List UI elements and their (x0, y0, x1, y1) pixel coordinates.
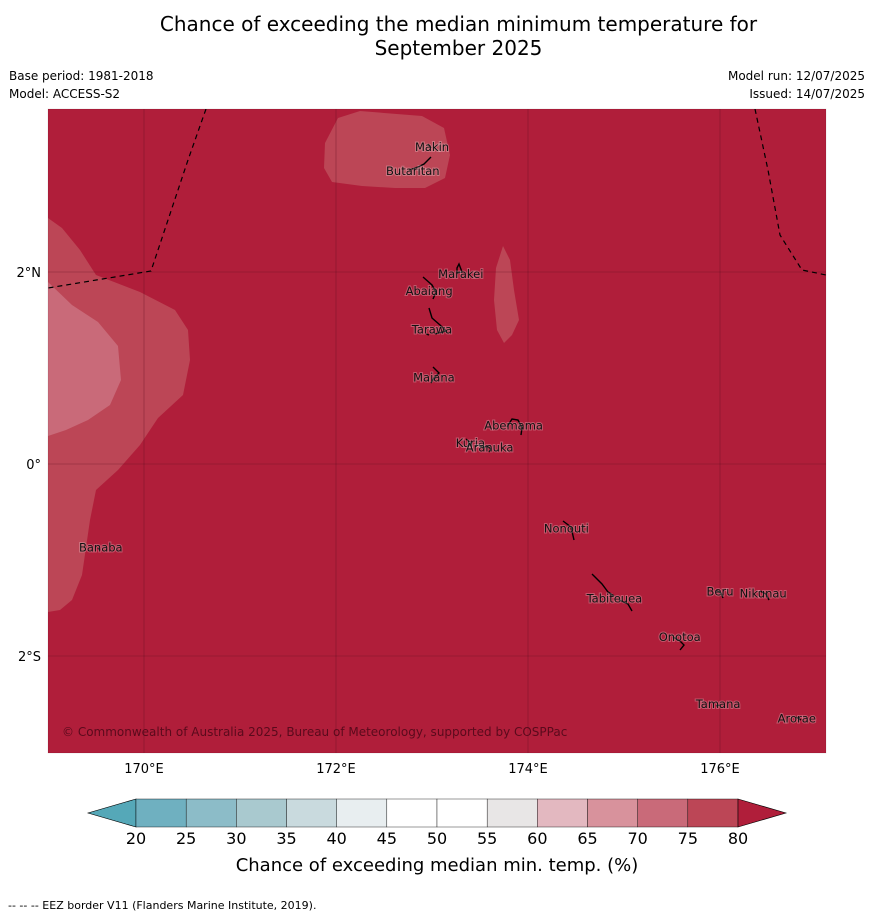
colorbar-tick-label: 60 (527, 829, 547, 848)
colorbar-segment (286, 798, 337, 828)
meta-right: Model run: 12/07/2025 Issued: 14/07/2025 (728, 67, 865, 103)
place-label-arorae: Arorae (778, 711, 816, 725)
lon-tick-label: 172°E (316, 762, 356, 777)
colorbar-tick-label: 75 (678, 829, 698, 848)
nonouti-island (562, 520, 575, 541)
colorbar-title: Chance of exceeding median min. temp. (%… (236, 855, 639, 876)
place-label-marakei: Marakei (438, 267, 483, 281)
axis-ticks: 170°E 172°E 174°E 176°E 2°N 0° 2°S (17, 266, 740, 777)
colorbar-segment (436, 798, 488, 828)
colorbar-segment (637, 798, 689, 828)
place-label-butaritan: Butaritan (386, 164, 440, 178)
colorbar-tick-label: 70 (627, 829, 647, 848)
lon-tick-label: 174°E (508, 762, 548, 777)
colorbar-under-arrow (86, 798, 137, 828)
colorbar-segment (135, 798, 187, 828)
colorbar-tick-label: 30 (226, 829, 246, 848)
place-label-makin: Makin (415, 140, 449, 154)
place-labels: Makin Butaritan Marakei Abaiang Tarawa Maiana… (78, 139, 817, 726)
colorbar-tick-label: 50 (427, 829, 447, 848)
colorbar-tick-label: 65 (577, 829, 597, 848)
region-75-80-north (324, 111, 450, 188)
model-text: Model: ACCESS-S2 (9, 87, 121, 101)
lat-tick-label: 2°N (17, 266, 42, 281)
onotoa-island (672, 636, 685, 651)
colorbar-segment (687, 798, 739, 828)
arorae-island (795, 716, 802, 721)
place-label-tamana: Tamana (695, 697, 741, 711)
tabiteuea-island (591, 573, 633, 612)
aranuka-island (481, 445, 492, 453)
islands (97, 143, 802, 721)
colorbar: 20 25 30 35 40 45 50 55 60 65 70 75 80 (86, 798, 788, 848)
region-75-80-central (494, 246, 519, 343)
model-run-text: Model run: 12/07/2025 (727, 69, 865, 83)
lat-tick-label: 2°S (18, 650, 41, 665)
colorbar-segment (537, 798, 588, 828)
tarawa-island (425, 307, 448, 336)
banaba-island (97, 547, 101, 551)
place-label-kuria: Kuria (456, 436, 485, 450)
map-background (48, 109, 826, 753)
colorbar-tick-label: 45 (377, 829, 397, 848)
chart-title: Chance of exceeding the median minimum t… (0, 12, 873, 60)
marakei-island (456, 262, 463, 274)
tamana-island (715, 704, 721, 707)
makin-island (427, 143, 432, 149)
map-frame (47, 108, 827, 754)
maiana-island (430, 366, 440, 384)
eez-border-east (754, 109, 826, 276)
copyright-text: © Commonwealth of Australia 2025, Bureau… (62, 725, 567, 739)
colorbar-segment (486, 798, 538, 828)
region-70-75-west (48, 282, 121, 436)
colorbar-over-arrow (737, 798, 788, 828)
place-label-tarawa: Tarawa (411, 323, 452, 337)
beru-island (715, 589, 724, 599)
place-label-nonouti: Nonouti (544, 521, 589, 535)
title-line-2: September 2025 (374, 36, 543, 60)
colorbar-tick-label: 35 (276, 829, 296, 848)
eez-border-west (48, 109, 207, 289)
colorbar-tick-label: 80 (728, 829, 748, 848)
place-label-abemama: Abemama (484, 419, 543, 433)
gridlines (48, 109, 826, 753)
colorbar-tick-label: 25 (176, 829, 196, 848)
colorbar-segment (587, 798, 638, 828)
place-label-onotoa: Onotoa (659, 630, 701, 644)
place-label-nikunau: Nikunau (740, 587, 787, 601)
issued-text: Issued: 14/07/2025 (749, 87, 865, 101)
place-label-tabiteuea: Tabiteuea (586, 591, 643, 605)
meta-left: Base period: 1981-2018 Model: ACCESS-S2 (9, 67, 154, 103)
colorbar-tick-label: 40 (326, 829, 346, 848)
colorbar-tick-label: 55 (477, 829, 497, 848)
kuria-island (465, 438, 472, 447)
nikunau-island (759, 590, 770, 601)
lon-tick-label: 176°E (700, 762, 740, 777)
place-label-abaiang: Abaiang (406, 284, 453, 298)
place-label-beru: Beru (707, 585, 734, 599)
abemama-island (506, 418, 523, 436)
colorbar-tick-label: 20 (126, 829, 146, 848)
place-label-aranuka: Aranuka (466, 441, 514, 455)
place-label-maiana: Maiana (413, 371, 455, 385)
abaiang-island (422, 276, 437, 300)
base-period-text: Base period: 1981-2018 (9, 69, 154, 83)
eez-footnote: -- -- -- EEZ border V11 (Flanders Marine… (8, 899, 317, 912)
title-line-1: Chance of exceeding the median minimum t… (159, 12, 758, 36)
map-area: Makin Butaritan Marakei Abaiang Tarawa Maiana… (48, 109, 826, 753)
lon-tick-label: 170°E (124, 762, 164, 777)
colorbar-segment (386, 798, 438, 828)
butaritari-island (408, 156, 432, 171)
colorbar-segment (336, 798, 388, 828)
place-label-banaba: Banaba (79, 541, 123, 555)
lat-tick-label: 0° (26, 458, 41, 473)
colorbar-segment (185, 798, 237, 828)
eez-borders (48, 109, 826, 289)
colorbar-segment (236, 798, 287, 828)
